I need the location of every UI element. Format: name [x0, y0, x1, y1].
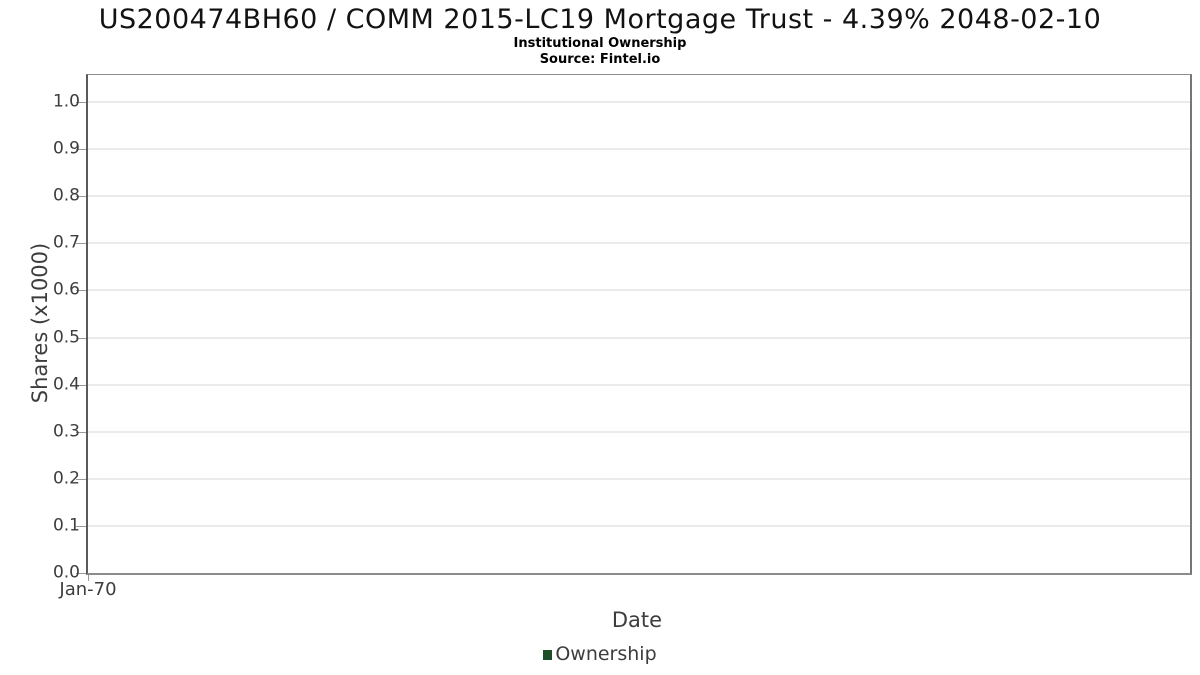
legend-label: Ownership: [555, 643, 657, 665]
y-tick-label: 0.4: [52, 374, 80, 395]
y-tick-label: 0.0: [52, 562, 80, 583]
chart-legend: Ownership: [0, 645, 1200, 664]
y-tick-label: 0.7: [52, 232, 80, 253]
chart-subtitle: Institutional Ownership: [513, 36, 687, 51]
y-tick-mark: [76, 149, 86, 151]
y-tick-label: 0.1: [52, 515, 80, 536]
x-tick-mark: [88, 575, 89, 581]
gridline: [88, 242, 1190, 245]
gridline: [88, 383, 1190, 386]
legend-item: Ownership: [543, 643, 657, 665]
y-tick-mark: [76, 196, 86, 198]
y-tick-mark: [76, 337, 86, 339]
y-tick-label: 0.8: [52, 185, 80, 206]
gridline: [88, 289, 1190, 292]
y-tick-mark: [76, 102, 86, 103]
legend-swatch-icon: [543, 649, 553, 660]
y-tick-label: 0.6: [52, 279, 80, 300]
x-tick-label: Jan-70: [59, 579, 117, 600]
x-axis-label: Date: [611, 608, 663, 632]
gridline: [88, 430, 1190, 433]
gridline: [88, 148, 1190, 151]
y-tick-label: 0.5: [52, 327, 80, 347]
y-tick-label: 0.2: [52, 468, 80, 489]
y-tick-label: 0.3: [52, 421, 80, 442]
y-axis-label: Shares (x1000): [28, 242, 52, 404]
y-tick-mark: [76, 478, 86, 480]
gridline: [88, 336, 1190, 339]
gridline: [88, 524, 1190, 527]
gridline: [88, 195, 1190, 198]
y-tick-mark: [76, 290, 86, 292]
y-tick-mark: [76, 384, 86, 386]
chart-source: Source: Fintel.io: [539, 52, 661, 67]
gridline: [88, 477, 1190, 480]
chart-title: US200474BH60 / COMM 2015-LC19 Mortgage T…: [98, 4, 1102, 35]
y-tick-mark: [76, 243, 86, 245]
y-tick-mark: [76, 525, 86, 527]
y-tick-label: 0.9: [52, 138, 80, 159]
y-tick-mark: [76, 431, 86, 433]
gridline: [88, 101, 1190, 103]
y-tick-label: 1.0: [52, 91, 80, 112]
y-tick-mark: [76, 573, 86, 574]
plot-area: 0.0 0.1 0.2 0.3 0.4 0.5 0.6 0.7 0.8 0.9 1.0 Jan-70: [53, 74, 1192, 600]
